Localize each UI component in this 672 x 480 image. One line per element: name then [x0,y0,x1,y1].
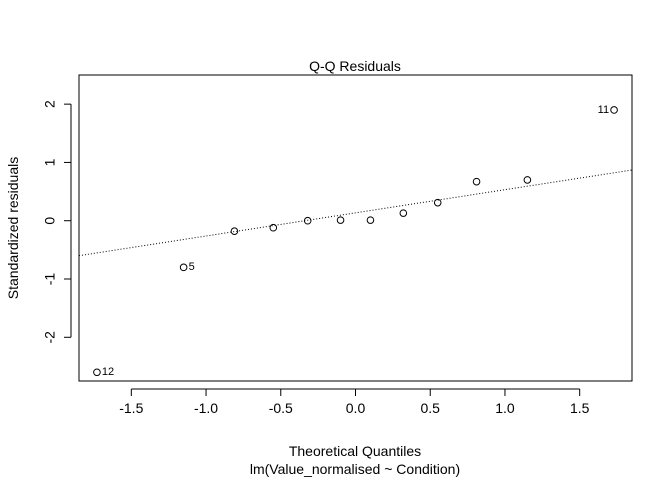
x-tick-label: 1.0 [495,400,515,416]
data-points: 12 5 11 [93,104,618,378]
reference-line [78,169,633,257]
data-point [523,176,532,184]
data-point [610,106,618,114]
data-point [303,216,312,225]
chart-title: Q-Q Residuals [309,58,401,74]
data-point [472,177,481,186]
point-label: 12 [102,366,114,378]
point-label: 5 [189,261,195,273]
y-tick-label: 1 [42,158,58,166]
point-label: 11 [598,104,609,116]
x-tick-label: -0.5 [269,400,293,416]
y-tick-label: 2 [42,100,58,108]
x-tick-label: 0.0 [346,400,366,416]
y-tick-label: -2 [42,331,58,344]
y-axis: -2 -1 0 1 2 [42,100,72,344]
data-point [336,216,345,224]
x-tick-label: 1.5 [570,400,590,416]
y-tick-label: 0 [42,217,58,225]
data-point [269,223,278,232]
data-point [93,368,101,377]
x-tick-label: -1.0 [194,400,218,416]
data-point [433,198,442,207]
data-point [179,263,188,272]
chart-subtitle: lm(Value_normalised ~ Condition) [250,461,460,477]
y-axis-label: Standardized residuals [5,157,21,299]
x-tick-label: 0.5 [420,400,440,416]
data-point [230,227,239,236]
data-point [366,216,375,224]
x-axis-label: Theoretical Quantiles [289,443,421,459]
plot-frame [78,74,633,382]
y-tick-label: -1 [42,273,58,286]
x-tick-label: -1.5 [119,400,143,416]
data-point [399,209,408,217]
x-axis: -1.5 -1.0 -0.5 0.0 0.5 1.0 1.5 [119,388,590,416]
